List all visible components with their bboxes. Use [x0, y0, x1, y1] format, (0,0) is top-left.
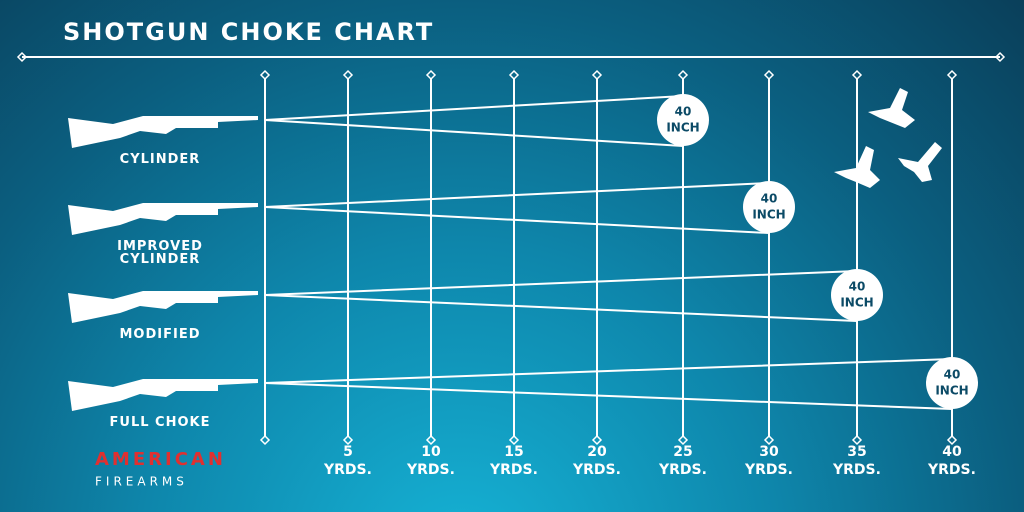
line-end [946, 434, 958, 446]
shotgun [68, 379, 258, 411]
shot-spread [264, 270, 858, 322]
distance-number: 40 [942, 444, 962, 460]
line-end [677, 434, 689, 446]
line-end [508, 434, 520, 446]
distance-number: 5 [343, 444, 353, 460]
line-end [677, 69, 689, 81]
line-end [763, 69, 775, 81]
choke-label: MODIFIED [119, 327, 201, 342]
choke-label: CYLINDER [119, 152, 201, 167]
pattern-unit: INCH [752, 208, 785, 222]
logo-main: AMERICAN [95, 449, 226, 470]
line-end [259, 434, 271, 446]
line-end [425, 434, 437, 446]
pattern-circle [657, 94, 709, 146]
distance-number: 25 [673, 444, 692, 460]
line-end [946, 69, 958, 81]
choke-label: FULL CHOKE [109, 415, 211, 430]
line-end [342, 69, 354, 81]
line-end [851, 69, 863, 81]
pattern-size: 40 [761, 192, 778, 206]
line-end [425, 69, 437, 81]
shotgun [68, 203, 258, 235]
shotgun [68, 291, 258, 323]
distance-number: 20 [587, 444, 607, 460]
distance-unit: YRDS. [489, 462, 538, 478]
pattern-size: 40 [675, 105, 692, 119]
distance-number: 30 [759, 444, 779, 460]
distance-unit: YRDS. [406, 462, 455, 478]
distance-unit: YRDS. [572, 462, 621, 478]
line-end [259, 69, 271, 81]
line-end [342, 434, 354, 446]
distance-unit: YRDS. [323, 462, 372, 478]
title: SHOTGUN CHOKE CHART [63, 18, 434, 46]
shotgun [68, 116, 258, 148]
shot-spread [264, 95, 684, 147]
shot-spread [264, 182, 770, 234]
distance-unit: YRDS. [744, 462, 793, 478]
distance-unit: YRDS. [658, 462, 707, 478]
pattern-circle [743, 181, 795, 233]
distance-number: 15 [504, 444, 523, 460]
pattern-size: 40 [944, 368, 961, 382]
distance-unit: YRDS. [832, 462, 881, 478]
pattern-unit: INCH [840, 296, 873, 310]
pattern-unit: INCH [935, 384, 968, 398]
distance-unit: YRDS. [927, 462, 976, 478]
line-end [591, 434, 603, 446]
pattern-circle [831, 269, 883, 321]
line-end [851, 434, 863, 446]
pattern-unit: INCH [666, 121, 699, 135]
line-end [508, 69, 520, 81]
pattern-circle [926, 357, 978, 409]
distance-number: 35 [847, 444, 866, 460]
pattern-size: 40 [849, 280, 866, 294]
ducks [834, 88, 942, 188]
rule-ends [16, 51, 1006, 63]
shot-spread [264, 358, 953, 410]
line-end [591, 69, 603, 81]
distance-number: 10 [421, 444, 441, 460]
line-end [763, 434, 775, 446]
choke-label: IMPROVED CYLINDER [117, 239, 203, 267]
logo-sub: FIREARMS [95, 475, 188, 489]
